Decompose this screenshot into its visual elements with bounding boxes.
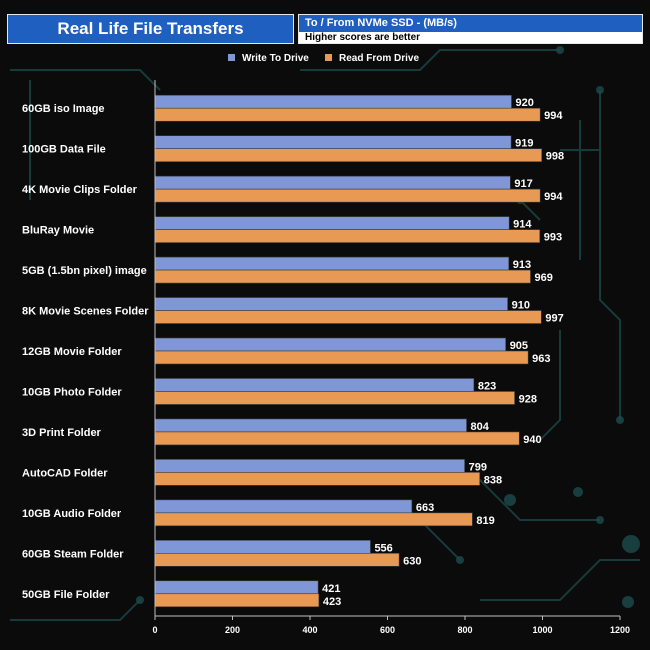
bar-write bbox=[154, 256, 510, 271]
data-label-read: 423 bbox=[323, 596, 341, 608]
category-label: 5GB (1.5bn pixel) image bbox=[22, 265, 147, 277]
category-label: 12GB Movie Folder bbox=[22, 346, 122, 358]
chart-note: Higher scores are better bbox=[305, 32, 421, 43]
legend-label-0: Write To Drive bbox=[242, 53, 309, 64]
bar-read bbox=[154, 229, 541, 243]
category-label: 10GB Audio Folder bbox=[22, 508, 122, 520]
data-label-read: 819 bbox=[476, 515, 494, 527]
category-label: 60GB iso Image bbox=[22, 103, 105, 115]
data-label-read: 928 bbox=[519, 393, 537, 405]
bar-read bbox=[154, 269, 531, 284]
x-tick-label: 400 bbox=[302, 625, 317, 635]
x-tick-label: 0 bbox=[152, 625, 157, 635]
data-label-write: 799 bbox=[469, 461, 487, 473]
bar-write bbox=[154, 135, 512, 149]
bar-read bbox=[154, 472, 481, 486]
bar-read bbox=[154, 310, 542, 324]
data-label-write: 905 bbox=[510, 340, 528, 352]
bar-read bbox=[154, 553, 400, 567]
category-label: 100GB Data File bbox=[22, 144, 106, 156]
data-label-write: 421 bbox=[322, 583, 340, 595]
data-label-write: 823 bbox=[478, 380, 496, 392]
bar-read bbox=[154, 350, 529, 365]
bar-write bbox=[154, 499, 413, 514]
bar-write bbox=[154, 297, 508, 311]
data-label-write: 920 bbox=[516, 97, 534, 109]
data-label-read: 838 bbox=[484, 474, 502, 486]
data-label-read: 994 bbox=[544, 191, 563, 203]
data-label-read: 997 bbox=[545, 313, 563, 325]
data-label-write: 917 bbox=[514, 178, 532, 190]
legend-swatch-1 bbox=[325, 54, 332, 61]
data-label-read: 963 bbox=[532, 353, 550, 365]
bar-write bbox=[154, 418, 467, 433]
bar-write bbox=[154, 459, 465, 473]
bar-read bbox=[154, 593, 320, 608]
x-tick-label: 800 bbox=[457, 625, 472, 635]
bar-write bbox=[154, 540, 371, 554]
x-tick-label: 600 bbox=[380, 625, 395, 635]
data-label-read: 940 bbox=[523, 434, 541, 446]
data-label-read: 993 bbox=[544, 232, 562, 244]
bar-write bbox=[154, 216, 510, 230]
data-label-write: 663 bbox=[416, 502, 434, 514]
chart-subtitle-box: To / From NVMe SSD - (MB/s) Higher score… bbox=[298, 14, 643, 44]
legend-label-1: Read From Drive bbox=[339, 53, 419, 64]
data-label-read: 994 bbox=[544, 110, 563, 122]
bar-write bbox=[154, 94, 512, 109]
bar-read bbox=[154, 512, 473, 527]
data-label-write: 910 bbox=[512, 300, 530, 312]
category-label: BluRay Movie bbox=[22, 225, 94, 237]
data-label-read: 998 bbox=[546, 151, 564, 163]
data-label-read: 630 bbox=[403, 555, 421, 567]
data-label-write: 556 bbox=[374, 542, 392, 554]
data-label-write: 804 bbox=[471, 421, 490, 433]
bar-read bbox=[154, 148, 543, 162]
x-tick-label: 1200 bbox=[610, 625, 630, 635]
category-label: 3D Print Folder bbox=[22, 427, 102, 439]
data-label-write: 914 bbox=[513, 219, 532, 231]
x-tick-label: 200 bbox=[225, 625, 240, 635]
category-label: 8K Movie Scenes Folder bbox=[22, 306, 149, 318]
bar-read bbox=[154, 107, 541, 122]
chart-subtitle: To / From NVMe SSD - (MB/s) bbox=[299, 15, 642, 32]
category-label: 10GB Photo Folder bbox=[22, 386, 122, 398]
bar-write bbox=[154, 378, 475, 392]
data-label-read: 969 bbox=[534, 272, 552, 284]
data-label-write: 919 bbox=[515, 138, 533, 150]
category-label: AutoCAD Folder bbox=[22, 467, 108, 479]
chart-title: Real Life File Transfers bbox=[7, 14, 294, 44]
bar-write bbox=[154, 337, 506, 352]
x-tick-label: 1000 bbox=[532, 625, 552, 635]
bar-read bbox=[154, 188, 541, 203]
bar-write bbox=[154, 580, 319, 595]
legend-swatch-0 bbox=[228, 54, 235, 61]
category-label: 4K Movie Clips Folder bbox=[22, 184, 138, 196]
bar-write bbox=[154, 175, 511, 190]
data-label-write: 913 bbox=[513, 259, 531, 271]
bar-read bbox=[154, 391, 515, 405]
category-label: 60GB Steam Folder bbox=[22, 548, 124, 560]
bar-read bbox=[154, 431, 520, 446]
category-label: 50GB File Folder bbox=[22, 589, 110, 601]
